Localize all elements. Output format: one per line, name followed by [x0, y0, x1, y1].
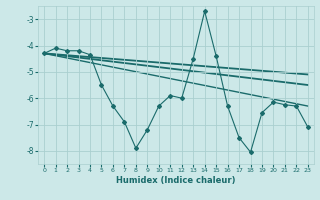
X-axis label: Humidex (Indice chaleur): Humidex (Indice chaleur): [116, 176, 236, 185]
